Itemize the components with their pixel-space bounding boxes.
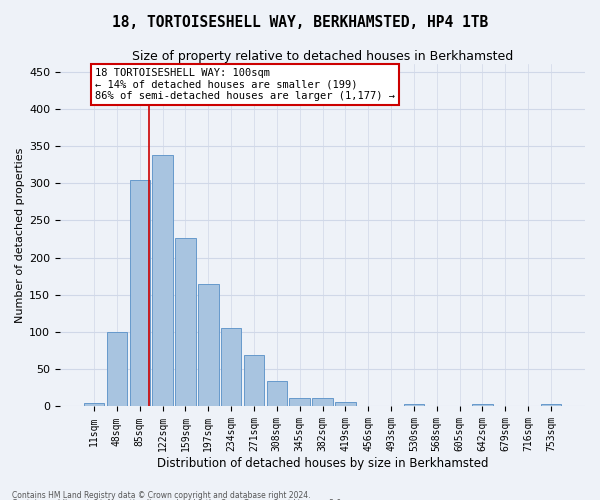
X-axis label: Distribution of detached houses by size in Berkhamsted: Distribution of detached houses by size … bbox=[157, 457, 488, 470]
Bar bbox=[312, 398, 333, 406]
Text: Contains public sector information licensed under the Open Government Licence v3: Contains public sector information licen… bbox=[12, 499, 344, 500]
Bar bbox=[221, 328, 241, 406]
Bar bbox=[175, 238, 196, 406]
Bar bbox=[266, 381, 287, 406]
Bar bbox=[335, 402, 356, 406]
Text: Contains HM Land Registry data © Crown copyright and database right 2024.: Contains HM Land Registry data © Crown c… bbox=[12, 490, 311, 500]
Text: 18, TORTOISESHELL WAY, BERKHAMSTED, HP4 1TB: 18, TORTOISESHELL WAY, BERKHAMSTED, HP4 … bbox=[112, 15, 488, 30]
Bar bbox=[84, 403, 104, 406]
Bar bbox=[541, 404, 561, 406]
Bar bbox=[130, 180, 150, 406]
Title: Size of property relative to detached houses in Berkhamsted: Size of property relative to detached ho… bbox=[132, 50, 513, 63]
Bar bbox=[289, 398, 310, 406]
Bar bbox=[244, 355, 264, 406]
Bar bbox=[404, 404, 424, 406]
Y-axis label: Number of detached properties: Number of detached properties bbox=[15, 148, 25, 323]
Text: 18 TORTOISESHELL WAY: 100sqm
← 14% of detached houses are smaller (199)
86% of s: 18 TORTOISESHELL WAY: 100sqm ← 14% of de… bbox=[95, 68, 395, 101]
Bar bbox=[198, 284, 218, 406]
Bar bbox=[472, 404, 493, 406]
Bar bbox=[152, 155, 173, 406]
Bar bbox=[107, 332, 127, 406]
